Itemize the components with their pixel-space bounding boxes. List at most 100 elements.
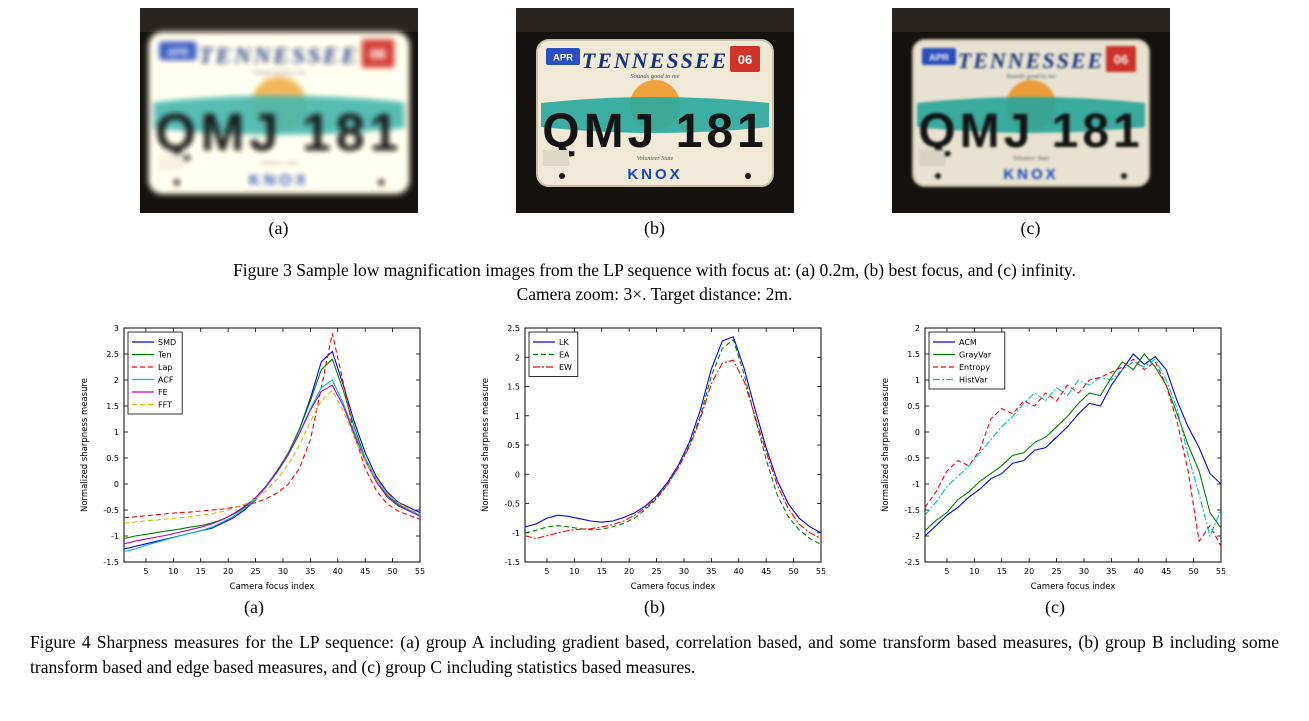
x-tick-label: 45 [1161, 567, 1171, 576]
series-line-Lap [123, 333, 421, 521]
y-tick-label: -1 [111, 532, 119, 541]
plate-bolt-right [1120, 173, 1127, 179]
x-axis-label: Camera focus index [630, 582, 715, 592]
y-tick-label: 0.5 [106, 454, 119, 463]
car-body [891, 8, 1170, 32]
subfig-label-c: (c) [1020, 218, 1041, 238]
plate-number-text: QMJ 181 [542, 105, 767, 158]
x-tick-label: 35 [1106, 567, 1116, 576]
legend-label-LK: LK [559, 338, 569, 347]
plate-state-text: TENNESSEE [581, 48, 727, 73]
volunteer-state-text: Volunteer State [636, 156, 673, 162]
y-tick-label: 1.5 [106, 402, 119, 411]
year-sticker [361, 39, 394, 68]
plate-bolt-left [558, 173, 565, 179]
x-tick-label: 10 [969, 567, 979, 576]
legend-label-HistVar: HistVar [959, 376, 988, 385]
plate-state-text: TENNESSEE [198, 42, 359, 69]
plate-photo-b: TENNESSEE Sounds good to me APR 06 QMJ 1… [515, 8, 794, 213]
car-body [515, 8, 794, 32]
x-axis-label: Camera focus index [230, 582, 315, 592]
subfig-label-a: (a) [268, 218, 289, 238]
figure3-caption-line1: Figure 3 Sample low magnification images… [233, 260, 1076, 280]
x-tick-label: 25 [1051, 567, 1061, 576]
legend-label-FE: FE [158, 388, 168, 397]
plate-photo-c: TENNESSEE Sounds good to me APR 06 QMJ 1… [891, 8, 1170, 213]
chart-group-b: 5 10 15 20 25 30 35 40 45 50 55 2.5 2 1.5 1 0.5 0 -0.5 -1 -… [481, 324, 826, 592]
x-tick-label: 15 [196, 567, 206, 576]
series-line-HistVar [924, 358, 1222, 538]
swoosh-graphic [916, 97, 1145, 133]
series-line-EW [524, 359, 821, 540]
year-sticker [729, 46, 760, 72]
month-sticker-text: APR [928, 53, 948, 64]
y-tick-label: -2 [912, 532, 920, 541]
plate-state-text: TENNESSEE [957, 48, 1103, 73]
month-sticker-text: APR [552, 53, 572, 64]
figure3-subfig-b: TENNESSEE Sounds good to me APR 06 QMJ 1… [515, 8, 794, 239]
chart-label-a: (a) [244, 597, 264, 618]
series-line-FE [123, 384, 421, 545]
plate-info-block [542, 150, 569, 166]
y-tick-label: -0.5 [103, 506, 119, 515]
series-line-FFT [123, 389, 421, 524]
x-tick-label: 10 [569, 567, 579, 576]
figure3-caption: Figure 3 Sample low magnification images… [0, 259, 1309, 306]
x-tick-label: 55 [415, 567, 425, 576]
y-axis-label: Normalized sharpness measure [481, 378, 491, 512]
x-tick-label: 40 [1134, 567, 1144, 576]
y-tick-label: 1 [514, 412, 519, 421]
license-plate-image-c: TENNESSEE Sounds good to me APR 06 QMJ 1… [891, 8, 1170, 213]
y-tick-label: 0.5 [907, 402, 920, 411]
plate-bolt-left [172, 179, 180, 186]
y-tick-label: -1.5 [904, 506, 920, 515]
y-tick-label: 1 [114, 428, 119, 437]
y-tick-label: 2.5 [507, 324, 520, 333]
x-tick-label: 50 [1188, 567, 1198, 576]
license-plate-image-b: TENNESSEE Sounds good to me APR 06 QMJ 1… [515, 8, 794, 213]
x-tick-label: 20 [1024, 567, 1034, 576]
figure3-subfig-c: TENNESSEE Sounds good to me APR 06 QMJ 1… [891, 8, 1170, 239]
chart-group-a: 5 10 15 20 25 30 35 40 45 50 55 3 2.5 2 1.5 1 0.5 0 -0.5 -1… [80, 324, 425, 592]
series-line-Entropy [924, 358, 1222, 547]
y-tick-label: 0 [915, 428, 920, 437]
y-tick-label: -0.5 [904, 454, 920, 463]
x-tick-label: 5 [544, 567, 549, 576]
car-body [139, 8, 418, 32]
x-tick-label: 40 [333, 567, 343, 576]
x-tick-label: 50 [387, 567, 397, 576]
license-plate-image-a: TENNESSEE Sounds good to me APR 06 QMJ 1… [139, 8, 418, 213]
figure4-charts-row: 5 10 15 20 25 30 35 40 45 50 55 3 2.5 2 1.5 1 0.5 0 -0.5 -1… [0, 320, 1309, 618]
y-tick-label: 1.5 [507, 383, 520, 392]
plate-slogan-text: Sounds good to me [251, 69, 306, 77]
county-text: KNOX [627, 166, 682, 183]
x-tick-label: 30 [678, 567, 688, 576]
legend-label-SMD: SMD [158, 338, 176, 347]
x-tick-label: 40 [733, 567, 743, 576]
x-tick-label: 35 [305, 567, 315, 576]
plate-number-text: QMJ 181 [918, 105, 1143, 158]
figure3-subfig-a: TENNESSEE Sounds good to me APR 06 QMJ 1… [139, 8, 418, 239]
figure4-caption: Figure 4 Sharpness measures for the LP s… [30, 632, 1279, 677]
y-tick-label: -0.5 [504, 500, 520, 509]
series-line-ACF [123, 379, 421, 553]
x-tick-label: 35 [706, 567, 716, 576]
y-tick-label: -1.5 [504, 558, 520, 567]
month-sticker [921, 48, 956, 65]
figure4-subfig-a: 5 10 15 20 25 30 35 40 45 50 55 3 2.5 2 1.5 1 0.5 0 -0.5 -1… [78, 320, 430, 618]
x-tick-label: 45 [360, 567, 370, 576]
y-tick-label: 2 [114, 376, 119, 385]
series-line-ACM [924, 353, 1222, 537]
x-tick-label: 15 [997, 567, 1007, 576]
y-tick-label: 2.5 [106, 350, 119, 359]
x-tick-label: 10 [168, 567, 178, 576]
swoosh-graphic [153, 95, 404, 135]
figure4-subfig-c: 5 10 15 20 25 30 35 40 45 50 55 2 1.5 1 0.5 0 -0.5 -1 -1.5… [879, 320, 1231, 618]
subfig-label-b: (b) [644, 218, 665, 238]
x-tick-label: 55 [815, 567, 825, 576]
x-tick-label: 20 [624, 567, 634, 576]
year-sticker-text: 06 [1113, 52, 1127, 67]
legend-label-ACF: ACF [158, 376, 174, 385]
legend-box [127, 331, 183, 415]
chart-label-b: (b) [644, 597, 665, 618]
